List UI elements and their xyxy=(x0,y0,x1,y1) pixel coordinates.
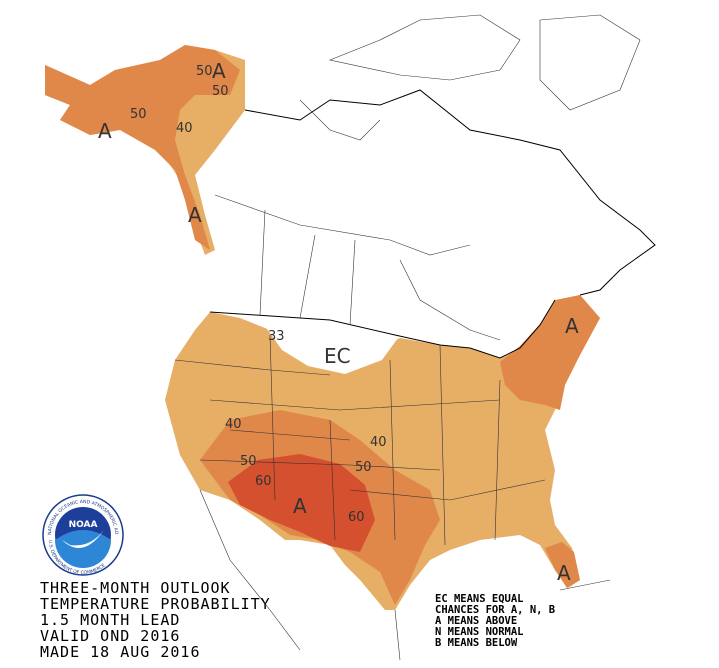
legend-line: EC MEANS EQUAL xyxy=(435,593,524,605)
alaska-50-region xyxy=(45,45,240,250)
arctic-islands xyxy=(299,14,641,141)
contour-label: 50 xyxy=(196,64,213,79)
contour-label: 50 xyxy=(355,460,372,475)
canada-interior xyxy=(214,194,501,341)
logo-text: NOAA xyxy=(69,520,98,530)
title-line: THREE-MONTH OUTLOOK xyxy=(40,579,231,597)
legend-line: N MEANS NORMAL xyxy=(435,626,524,638)
contour-label: 40 xyxy=(225,417,242,432)
ec-region xyxy=(262,322,398,374)
contour-label: 50 xyxy=(212,84,229,99)
title-line: VALID OND 2016 xyxy=(40,627,180,645)
anomaly-label: A xyxy=(212,59,226,83)
florida-50-region xyxy=(545,542,580,588)
northeast-50-region xyxy=(500,295,600,410)
title-line: MADE 18 AUG 2016 xyxy=(40,643,201,661)
contour-label: 50 xyxy=(240,454,257,469)
contour-label: 33 xyxy=(268,329,285,344)
contour-label: 40 xyxy=(370,435,387,450)
contour-label: 60 xyxy=(255,474,272,489)
ec-label: EC xyxy=(324,344,351,368)
anomaly-label: A xyxy=(98,119,112,143)
southwest-60-region xyxy=(228,454,375,552)
anomaly-label: A xyxy=(188,203,202,227)
legend-line: B MEANS BELOW xyxy=(435,637,518,649)
title-line: 1.5 MONTH LEAD xyxy=(40,611,180,629)
title-line: TEMPERATURE PROBABILITY xyxy=(40,595,271,613)
contour-label: 60 xyxy=(348,510,365,525)
mexico-coast xyxy=(199,489,611,661)
legend-line: CHANCES FOR A, N, B xyxy=(435,604,555,616)
anomaly-label: A xyxy=(293,494,307,518)
canada-outline xyxy=(244,89,656,296)
us-state-lines xyxy=(174,334,546,546)
anomaly-label: A xyxy=(557,561,571,585)
anomaly-label: A xyxy=(565,314,579,338)
contour-label: 50 xyxy=(130,107,147,122)
conus-above-region xyxy=(165,295,600,610)
contour-label: 40 xyxy=(176,121,193,136)
us-canada-border xyxy=(209,299,556,359)
legend-line: A MEANS ABOVE xyxy=(435,615,517,627)
